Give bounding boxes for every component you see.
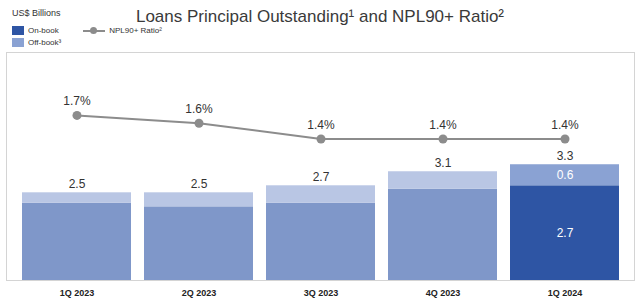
svg-text:2.7: 2.7 <box>557 226 574 240</box>
svg-text:3.3: 3.3 <box>557 149 574 163</box>
svg-text:1.4%: 1.4% <box>429 118 457 132</box>
svg-text:2.5: 2.5 <box>191 177 208 191</box>
html-text:Off-book³: Off-book³ <box>28 37 62 47</box>
svg-text:1.4%: 1.4% <box>551 118 579 132</box>
html-text:On-book: On-book <box>28 25 59 35</box>
svg-text:1.6%: 1.6% <box>185 102 213 116</box>
svg-text:4Q 2023: 4Q 2023 <box>426 288 461 298</box>
svg-text:1.4%: 1.4% <box>307 118 335 132</box>
svg-text:3Q 2023: 3Q 2023 <box>304 288 339 298</box>
svg-text:2Q 2023: 2Q 2023 <box>182 288 217 298</box>
svg-text:1Q 2023: 1Q 2023 <box>60 288 95 298</box>
svg-text:0.6: 0.6 <box>557 168 574 182</box>
svg-text:2.7: 2.7 <box>313 170 330 184</box>
svg-text:3.1: 3.1 <box>435 156 452 170</box>
svg-text:1.7%: 1.7% <box>63 94 91 108</box>
svg-text:1Q 2024: 1Q 2024 <box>548 288 583 298</box>
html-text:Loans Principal Outstanding¹ a: Loans Principal Outstanding¹ and NPL90+ … <box>136 7 504 26</box>
html-text:US$ Billions: US$ Billions <box>12 8 61 18</box>
svg-text:2.5: 2.5 <box>69 177 86 191</box>
html-text:NPL90+ Ratio²: NPL90+ Ratio² <box>109 25 162 35</box>
